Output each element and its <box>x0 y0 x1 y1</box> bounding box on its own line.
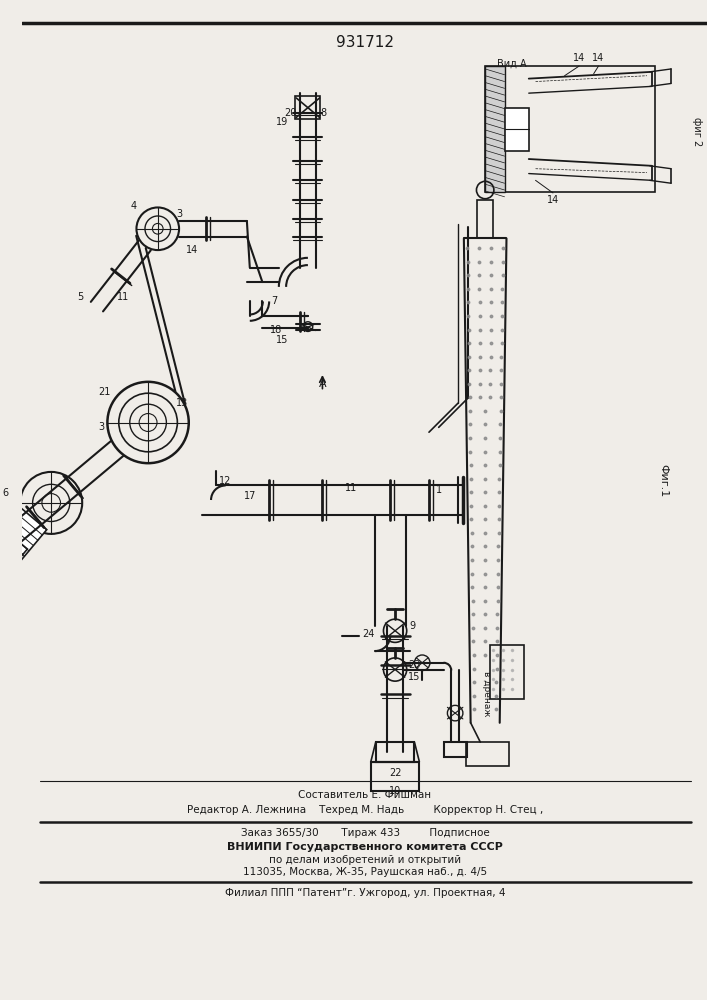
Text: 14: 14 <box>573 53 585 63</box>
Text: 13: 13 <box>176 398 188 408</box>
Text: 11: 11 <box>117 292 129 302</box>
Text: 3: 3 <box>176 209 182 219</box>
Polygon shape <box>0 527 28 586</box>
Text: 14: 14 <box>592 53 604 63</box>
Text: 3: 3 <box>98 422 105 432</box>
Text: Фиг.1: Фиг.1 <box>658 464 668 497</box>
Text: 12: 12 <box>219 476 232 486</box>
Bar <box>505 108 529 151</box>
Text: ВНИИПИ Государственного комитета СССР: ВНИИПИ Государственного комитета СССР <box>227 842 503 852</box>
Text: 21: 21 <box>98 387 111 397</box>
Polygon shape <box>0 553 3 607</box>
Bar <box>296 96 320 119</box>
Text: 6: 6 <box>3 488 8 498</box>
Bar <box>490 645 524 699</box>
Text: 14: 14 <box>185 245 198 255</box>
Text: 14: 14 <box>547 195 559 205</box>
Text: 9: 9 <box>409 621 416 631</box>
Text: 8: 8 <box>320 108 327 118</box>
Bar <box>443 742 467 757</box>
Text: 931712: 931712 <box>336 35 394 50</box>
Text: по делам изобретений и открытий: по делам изобретений и открытий <box>269 855 461 865</box>
Text: Вид А: Вид А <box>497 59 527 69</box>
Text: 19: 19 <box>276 117 288 127</box>
Text: 18: 18 <box>270 325 282 335</box>
Text: 5: 5 <box>77 292 83 302</box>
Text: Заказ 3655/30       Тираж 433         Подписное: Заказ 3655/30 Тираж 433 Подписное <box>240 828 489 838</box>
Text: 24: 24 <box>362 629 374 639</box>
Text: в дренаж: в дренаж <box>482 671 491 716</box>
Text: Составитель Е. Фишман: Составитель Е. Фишман <box>298 790 431 800</box>
Bar <box>477 200 493 238</box>
Bar <box>485 66 655 192</box>
Text: 4: 4 <box>131 201 136 211</box>
Text: 17: 17 <box>244 491 256 501</box>
Polygon shape <box>485 66 505 192</box>
Text: Филиал ППП “Патент”г. Ужгород, ул. Проектная, 4: Филиал ППП “Патент”г. Ужгород, ул. Проек… <box>225 888 506 898</box>
Text: фиг 2: фиг 2 <box>692 117 703 147</box>
Text: 15: 15 <box>276 335 288 345</box>
Text: 20: 20 <box>284 108 296 118</box>
Text: 113035, Москва, Ж-35, Раушская наб., д. 4/5: 113035, Москва, Ж-35, Раушская наб., д. … <box>243 867 487 877</box>
Text: 11: 11 <box>346 483 358 493</box>
Bar <box>371 762 419 791</box>
Text: 22: 22 <box>389 768 402 778</box>
Text: 10: 10 <box>389 786 401 796</box>
Text: Редактор А. Лежнина    Техред М. Надь         Корректор Н. Стец ,: Редактор А. Лежнина Техред М. Надь Корре… <box>187 805 543 815</box>
Text: 1: 1 <box>436 485 442 495</box>
Bar <box>375 742 414 762</box>
Text: А: А <box>319 379 326 389</box>
Polygon shape <box>0 508 47 567</box>
Text: 7: 7 <box>271 296 277 306</box>
Bar <box>466 742 509 766</box>
Text: 23: 23 <box>408 660 421 670</box>
Text: 15: 15 <box>408 672 421 682</box>
